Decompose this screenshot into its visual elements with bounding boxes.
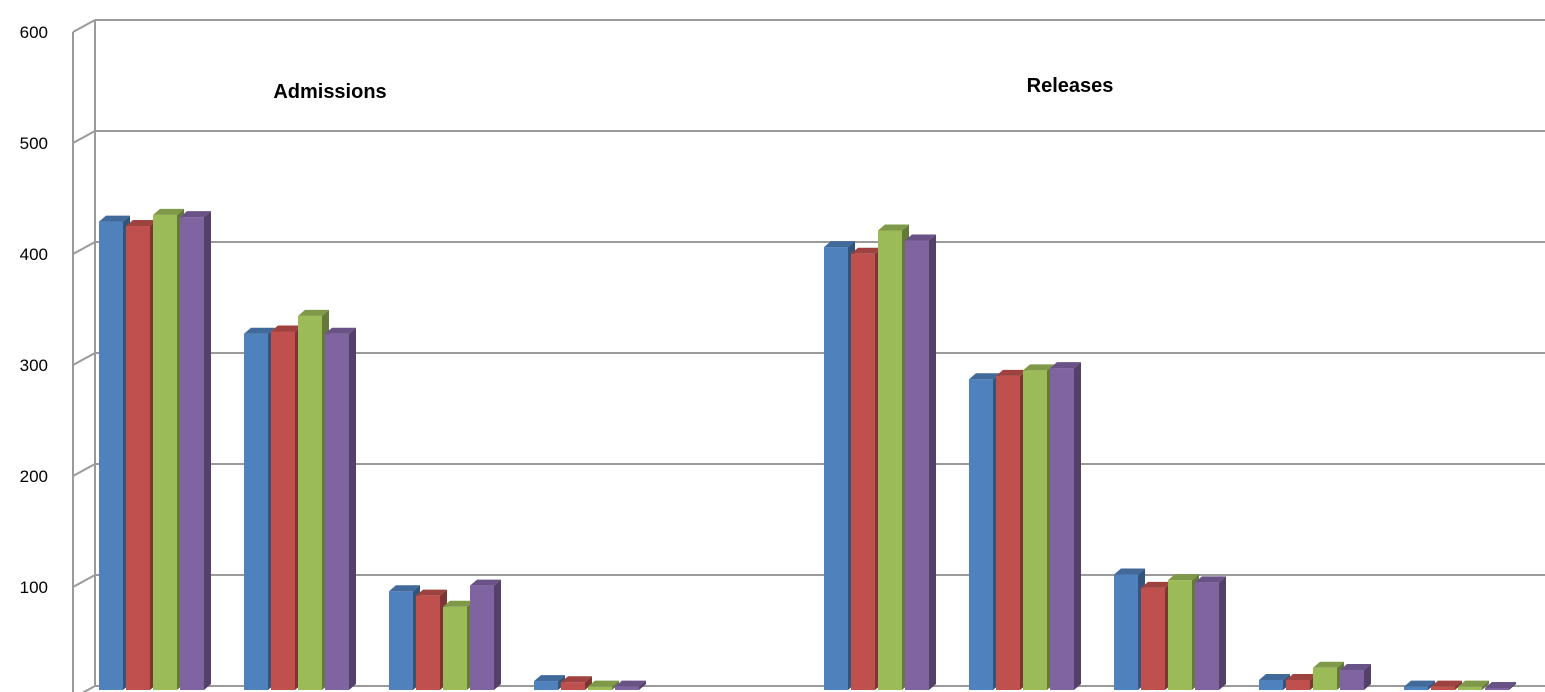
y-tick-label: 0: [39, 689, 48, 692]
group-title-admissions: Admissions: [273, 81, 386, 103]
bar: [153, 208, 184, 691]
bar: [1141, 581, 1172, 690]
bar: [298, 309, 329, 690]
bar: [1404, 680, 1435, 690]
y-tick-label: 600: [20, 23, 48, 42]
bar: [443, 600, 474, 690]
bar: [1340, 664, 1371, 690]
bar: [588, 680, 619, 690]
bar: [180, 211, 211, 690]
bar: [416, 589, 447, 690]
bar: [1050, 362, 1081, 690]
bar: [561, 676, 592, 690]
bar: [389, 585, 420, 690]
bar: [1023, 364, 1054, 690]
bar: [878, 224, 909, 690]
grid-line-side: [72, 130, 96, 144]
bar: [1458, 680, 1489, 690]
bar: [325, 327, 356, 690]
grid-line-side: [72, 352, 96, 366]
grid-line-side: [72, 574, 96, 588]
bar: [271, 325, 302, 690]
grid-line-side: [81, 685, 96, 692]
bar: [1195, 576, 1226, 690]
group-titles: Admissions Releases: [273, 75, 1113, 103]
grid-line-side: [72, 463, 96, 477]
bar: [1313, 661, 1344, 690]
group-title-releases: Releases: [1027, 75, 1114, 97]
bar: [1114, 568, 1145, 690]
bar: [1485, 682, 1516, 690]
y-tick-label: 100: [20, 578, 48, 597]
y-tick-label: 400: [20, 245, 48, 264]
y-tick-label: 500: [20, 134, 48, 153]
bar: [615, 680, 646, 690]
grid-line-side: [72, 19, 96, 33]
y-tick-label: 200: [20, 467, 48, 486]
bar: [126, 220, 157, 690]
bar: [851, 247, 882, 690]
grid-line-side: [72, 241, 96, 255]
bar: [1431, 680, 1462, 690]
bars: [99, 208, 1516, 691]
bar: [905, 234, 936, 690]
bar: [1168, 574, 1199, 690]
y-tick-label: 300: [20, 356, 48, 375]
bar: [1286, 674, 1317, 690]
bar: [969, 373, 1000, 690]
bar: [996, 369, 1027, 690]
bar: [534, 675, 565, 690]
bar: [244, 327, 275, 690]
bar: [99, 215, 130, 690]
bar: [1259, 674, 1290, 690]
y-axis: 0 100 200 300 400 500 600: [20, 20, 96, 692]
bar: [470, 579, 501, 690]
bar: [824, 241, 855, 691]
